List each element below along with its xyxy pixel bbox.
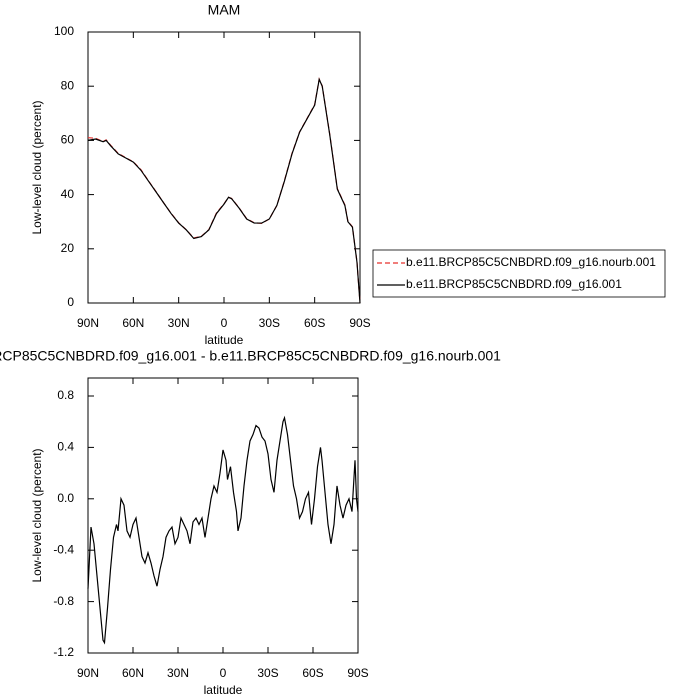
y-tick-label: 80: [61, 78, 75, 92]
y-tick-label: 60: [61, 133, 75, 147]
x-tick-label: 30N: [167, 666, 189, 680]
x-tick-label: 60N: [122, 666, 144, 680]
legend-box: [372, 249, 666, 298]
y-tick-label: 0.4: [57, 440, 74, 454]
data-line: [87, 77, 361, 304]
y-tick-label: 20: [61, 241, 75, 255]
x-tick-label: 0: [220, 666, 227, 680]
plot-frame: [87, 31, 361, 304]
data-line: [87, 415, 359, 645]
y-tick-label: -1.2: [53, 645, 74, 659]
x-tick-label: 30S: [259, 316, 280, 330]
legend-label: b.e11.BRCP85C5CNBDRD.f09_g16.001: [406, 277, 622, 291]
y-tick-label: -0.8: [53, 594, 74, 608]
plot-frame: [87, 377, 359, 654]
y-axis-label: Low-level cloud (percent): [30, 100, 44, 234]
x-tick-label: 60S: [302, 666, 323, 680]
x-tick-label: 60N: [122, 316, 144, 330]
y-tick-label: 0.0: [57, 491, 74, 505]
x-tick-label: 0: [221, 316, 228, 330]
x-axis-label: latitude: [204, 683, 243, 697]
y-tick-label: 0: [67, 295, 74, 309]
chart-title: MAM: [208, 2, 241, 18]
y-tick-label: 40: [61, 187, 75, 201]
legend-label: b.e11.BRCP85C5CNBDRD.f09_g16.nourb.001: [406, 255, 656, 269]
x-tick-label: 90N: [77, 666, 99, 680]
x-axis-label: latitude: [205, 333, 244, 347]
y-axis-label: Low-level cloud (percent): [30, 448, 44, 582]
x-tick-label: 90S: [349, 316, 370, 330]
x-tick-label: 60S: [304, 316, 325, 330]
x-tick-label: 90S: [347, 666, 368, 680]
x-tick-label: 30S: [257, 666, 278, 680]
y-tick-label: -0.4: [53, 542, 74, 556]
x-tick-label: 90N: [77, 316, 99, 330]
data-line: [87, 77, 361, 304]
x-tick-label: 30N: [168, 316, 190, 330]
chart-title: b.e11.BRCP85C5CNBDRD.f09_g16.001 - b.e11…: [0, 348, 501, 364]
y-tick-label: 0.8: [57, 388, 74, 402]
y-tick-label: 100: [54, 24, 74, 38]
